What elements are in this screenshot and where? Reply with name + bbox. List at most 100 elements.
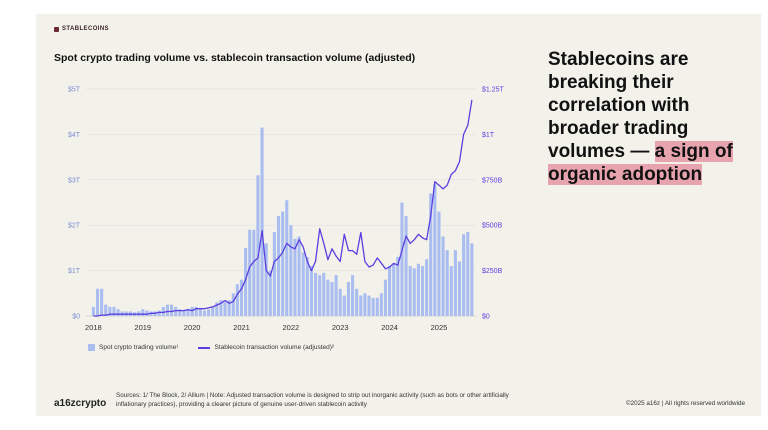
spot-volume-bar (100, 288, 104, 316)
spot-volume-bar (326, 279, 330, 316)
spot-volume-bar (412, 268, 416, 316)
x-tick-label: 2021 (233, 323, 250, 332)
sources-note: Sources: 1/ The Block, 2/ Allium | Note:… (116, 392, 509, 408)
headline-text: Stablecoins are breaking their correlati… (548, 49, 690, 162)
y-right-tick-label: $1.25T (482, 87, 505, 94)
y-left-tick-label: $2T (68, 223, 81, 230)
spot-volume-bar (268, 270, 272, 316)
spot-volume-bar (235, 284, 239, 316)
spot-volume-bar (161, 306, 165, 316)
legend-line-swatch (198, 346, 211, 349)
spot-volume-bar (215, 302, 219, 316)
spot-volume-bar (429, 193, 433, 316)
spot-volume-bar (141, 309, 145, 316)
spot-volume-bar (116, 309, 120, 316)
legend-line-label: Stablecoin transaction volume (adjusted)… (214, 344, 335, 351)
spot-volume-bar (470, 243, 474, 316)
spot-volume-bar (276, 216, 281, 316)
spot-volume-bar (186, 309, 190, 316)
spot-volume-bar (305, 256, 309, 316)
spot-volume-bar (314, 272, 318, 316)
spot-volume-bar (227, 300, 231, 316)
spot-volume-bar (449, 266, 453, 316)
spot-volume-bar (252, 229, 256, 316)
spot-volume-bar (400, 202, 404, 316)
slide: STABLECOINS Spot crypto trading volume v… (36, 14, 761, 416)
chart-title: Spot crypto trading volume vs. stablecoi… (54, 52, 416, 64)
copyright: ©2025 a16z | All rights reserved worldwi… (626, 400, 745, 407)
spot-volume-bar (207, 309, 211, 316)
spot-volume-bar (392, 263, 396, 316)
spot-volume-bar (244, 247, 248, 316)
spot-volume-bar (170, 304, 174, 316)
x-tick-label: 2024 (381, 323, 398, 332)
section-tag: STABLECOINS (54, 26, 109, 32)
spot-volume-bar (437, 211, 441, 316)
spot-volume-bar (182, 310, 186, 316)
spot-volume-bar (396, 256, 400, 316)
spot-volume-bar (334, 275, 338, 316)
spot-volume-bar (346, 281, 351, 316)
spot-volume-bar (202, 310, 207, 316)
spot-volume-bar (219, 300, 223, 316)
x-tick-label: 2022 (283, 323, 300, 332)
spot-volume-bar (239, 279, 244, 316)
y-right-tick-label: $500B (482, 223, 503, 230)
spot-volume-bar (108, 306, 112, 316)
spot-volume-bar (375, 297, 379, 316)
spot-volume-bar (367, 295, 371, 316)
legend-item-line: Stablecoin transaction volume (adjusted)… (198, 344, 334, 351)
spot-volume-bar (91, 306, 95, 316)
spot-volume-bar (342, 295, 346, 316)
spot-volume-bar (330, 281, 334, 316)
spot-volume-bar (165, 304, 169, 316)
spot-volume-bar (178, 309, 182, 316)
spot-volume-bar (194, 306, 198, 316)
tag-square-icon (54, 26, 59, 32)
spot-volume-bar (408, 266, 412, 316)
spot-volume-bar (363, 293, 367, 316)
y-right-tick-label: $0 (482, 314, 490, 321)
spot-volume-bar (145, 310, 149, 316)
spot-volume-bar (157, 310, 161, 316)
spot-volume-bar (281, 211, 285, 316)
spot-volume-bar (198, 309, 202, 316)
section-tag-label: STABLECOINS (62, 26, 109, 32)
spot-volume-bar (416, 263, 420, 316)
spot-volume-bar (322, 272, 326, 316)
spot-volume-bar (445, 250, 449, 316)
x-tick-label: 2025 (431, 323, 448, 332)
spot-volume-bar (433, 184, 437, 316)
spot-volume-bar (338, 288, 342, 316)
spot-volume-bar (383, 279, 388, 316)
spot-volume-bar (95, 288, 100, 316)
spot-volume-bar (256, 175, 260, 316)
x-tick-label: 2020 (184, 323, 201, 332)
y-right-tick-label: $250B (482, 268, 503, 275)
legend-bar-swatch (88, 344, 95, 351)
spot-volume-bar (388, 266, 392, 316)
chart-legend: Spot crypto trading volume¹ Stablecoin t… (88, 344, 334, 351)
spot-volume-bar (174, 306, 178, 316)
spot-volume-bar (211, 306, 215, 316)
spot-volume-bar (112, 306, 116, 316)
spot-volume-bar (260, 127, 264, 316)
spot-volume-bar (453, 250, 457, 316)
spot-volume-bar (104, 304, 108, 316)
spot-volume-bar (466, 232, 470, 316)
chart: $0 $1T $2T $3T $4T $5T $0 $250B $500B $750B $1T $1… (68, 87, 505, 333)
x-tick-label: 2019 (134, 323, 151, 332)
y-right-tick-label: $750B (482, 177, 503, 184)
x-tick-label: 2018 (85, 323, 102, 332)
spot-volume-bar (425, 259, 429, 316)
spot-volume-bar (231, 293, 235, 316)
spot-volume-bar (285, 200, 289, 316)
y-left-tick-label: $0 (72, 314, 80, 321)
spot-volume-bar (272, 232, 276, 316)
spot-volume-bar (318, 275, 322, 316)
spot-volume-bar (190, 306, 194, 316)
stablecoin-volume-line (93, 99, 473, 317)
x-tick-label: 2023 (332, 323, 349, 332)
spot-volume-bar (351, 275, 355, 316)
spot-volume-bar (301, 252, 305, 316)
